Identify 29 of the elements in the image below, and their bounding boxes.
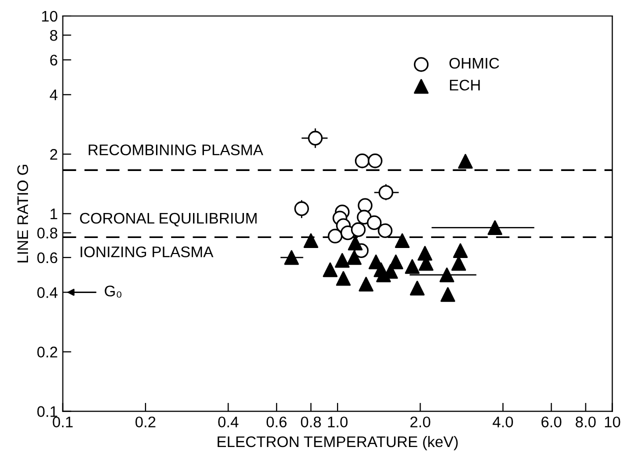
y-tick-label: 10: [42, 10, 58, 22]
y-tick-label: 0.2: [37, 346, 58, 358]
annotation: G₀: [104, 286, 122, 298]
x-tick-label: 0.6: [266, 416, 287, 428]
x-tick-label: 0.8: [300, 416, 321, 428]
x-tick-label: 0.4: [218, 416, 238, 428]
y-tick-label: 8: [50, 30, 58, 41]
legend-label: ECH: [450, 80, 480, 91]
annotation: IONIZING PLASMA: [80, 246, 214, 258]
x-tick-label: 8.0: [576, 416, 596, 428]
y-tick-label: 0.1: [37, 406, 58, 417]
legend-label: OHMIC: [449, 58, 500, 69]
y-tick-label: 4: [50, 90, 58, 100]
x-tick-label: 1.0: [328, 416, 348, 428]
y-tick-label: 0.8: [37, 228, 58, 238]
x-tick-label: 2.0: [410, 416, 430, 428]
y-tick-label: 1: [50, 208, 58, 220]
annotation: CORONAL EQUILIBRIUM: [80, 212, 257, 226]
annotation: RECOMBINING PLASMA: [88, 144, 264, 156]
x-tick-label: 0.2: [135, 416, 156, 428]
x-axis-title: ELECTRON TEMPERATURE (keV): [218, 436, 458, 450]
x-tick-label: 4.0: [492, 416, 513, 428]
y-tick-label: 6: [50, 54, 58, 66]
x-tick-label: 6.0: [542, 416, 562, 428]
y-tick-label: 2: [50, 149, 58, 160]
x-tick-label: 10: [604, 416, 620, 428]
y-tick-label: 0.6: [37, 252, 58, 264]
y-tick-label: 0.4: [37, 287, 58, 298]
y-axis-title: LINE RATIO G: [17, 164, 28, 262]
